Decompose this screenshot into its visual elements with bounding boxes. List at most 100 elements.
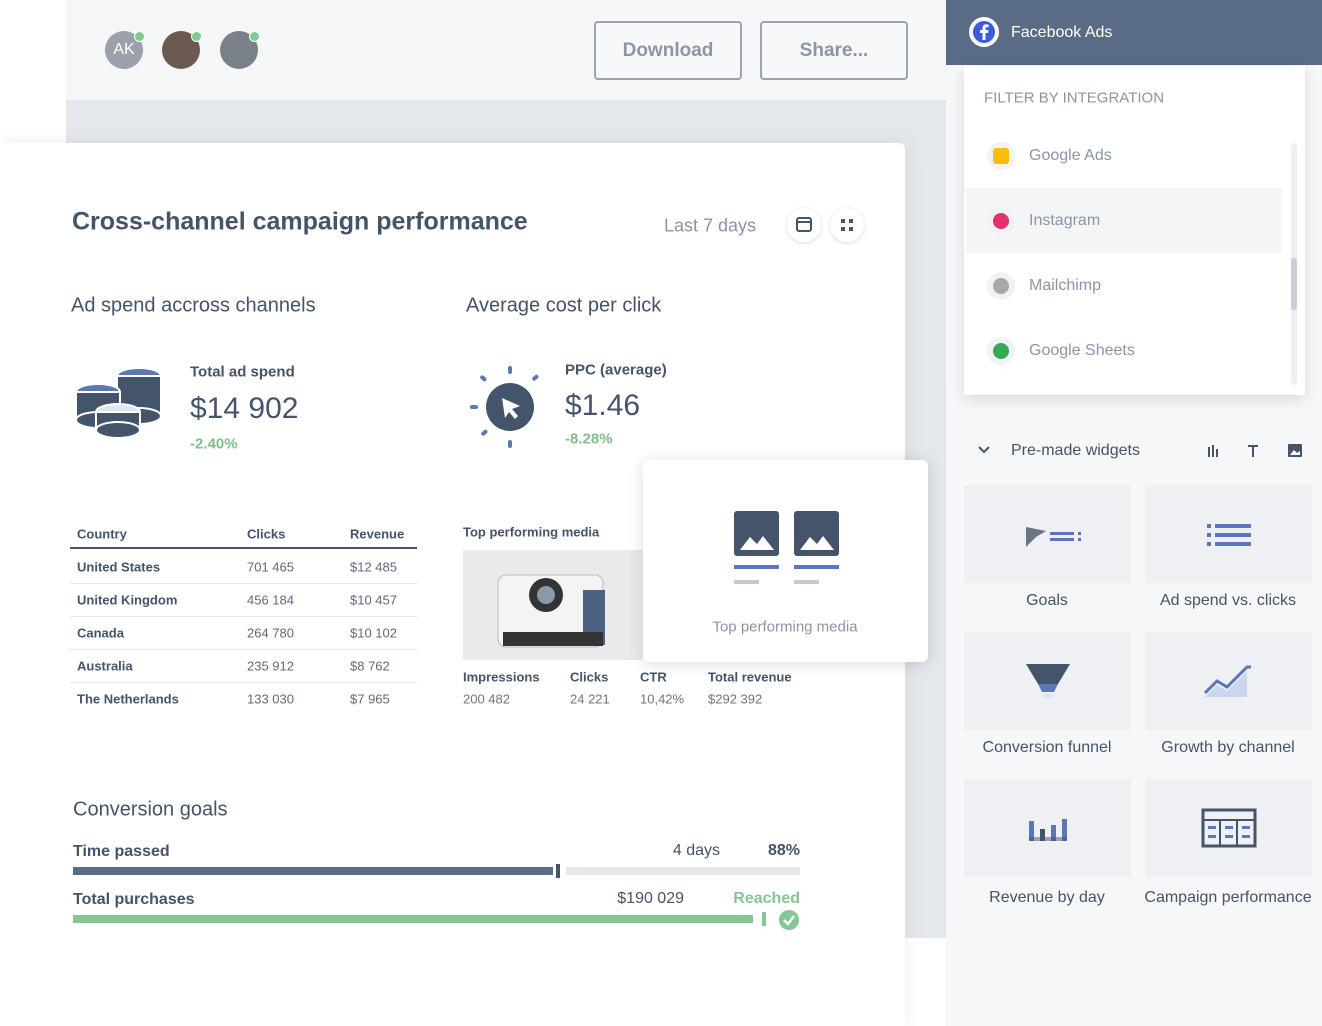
stat-value: 200 482: [463, 691, 510, 707]
report-title: Cross-channel campaign performance: [72, 207, 528, 236]
table-cell: The Netherlands: [77, 691, 179, 707]
progress-marker: [762, 912, 766, 926]
integration-name[interactable]: Google Sheets: [1029, 342, 1135, 359]
widgets-title: Pre-made widgets: [1011, 442, 1140, 459]
widget-label: Revenue by day: [989, 889, 1105, 906]
column-header: Clicks: [247, 526, 286, 542]
collapse-chevron[interactable]: [977, 443, 991, 457]
widget-icon: [1025, 527, 1081, 547]
download-button[interactable]: Download: [594, 21, 742, 80]
widget-label: Top performing media: [712, 618, 858, 636]
widget-label: Goals: [1026, 592, 1068, 609]
column-header: Country: [77, 526, 127, 542]
settings-button[interactable]: [830, 208, 864, 242]
online-dot: [191, 31, 202, 42]
widget-tile[interactable]: [1145, 632, 1312, 730]
date-range[interactable]: Last 7 days: [664, 215, 757, 236]
reached-check: [779, 910, 799, 930]
integration-name[interactable]: Google Ads: [1029, 147, 1112, 164]
widget-label: Growth by channel: [1161, 739, 1295, 756]
widget-tile[interactable]: [1145, 779, 1312, 877]
widget-tile[interactable]: [1145, 485, 1312, 583]
widget-label: Campaign performance: [1144, 889, 1312, 906]
scrollbar-thumb: [1291, 258, 1297, 310]
media-image: [463, 550, 643, 660]
row-rule: [70, 649, 417, 650]
calendar-button[interactable]: [787, 208, 821, 242]
widget-label: Conversion funnel: [982, 739, 1112, 756]
progress-bar: [73, 867, 553, 875]
widget-label: Ad spend vs. clicks: [1159, 592, 1297, 609]
goal-value: 4 days: [672, 842, 720, 859]
kpi-label: PPC (average): [565, 361, 667, 379]
icon-dot: [993, 213, 1009, 229]
row-rule: [70, 682, 417, 683]
sidebar-header[interactable]: [946, 0, 1322, 65]
table-cell: 264 780: [247, 625, 294, 641]
row-rule: [70, 583, 417, 584]
integration-name[interactable]: Instagram: [1029, 212, 1101, 229]
section-title: Ad spend accross channels: [71, 294, 316, 317]
widget-icon: [1201, 808, 1256, 848]
stat-value: $292 392: [708, 691, 763, 707]
row-rule: [70, 616, 417, 617]
kpi-change: -8.28%: [565, 430, 613, 448]
integration-icon: [987, 142, 1015, 170]
table-cell: 235 912: [247, 658, 294, 674]
goal-label: Total purchases: [73, 891, 195, 908]
icon-dot: [993, 148, 1009, 164]
facebook-icon: [969, 17, 999, 47]
kpi-change: -2.40%: [190, 435, 238, 453]
widget-icon: [1025, 664, 1070, 698]
stat-value: 24 221: [570, 691, 610, 707]
progress-bar: [73, 915, 753, 923]
table-cell: $7 965: [350, 691, 390, 707]
integration-icon: [987, 207, 1015, 235]
goal-status: 88%: [767, 842, 800, 859]
goal-value: $190 029: [617, 890, 684, 907]
table-cell: $8 762: [350, 658, 390, 674]
stat-label: CTR: [640, 669, 667, 685]
table-cell: $12 485: [350, 559, 397, 575]
widget-icon: [1203, 665, 1251, 697]
hover-row: [966, 188, 1282, 253]
share-button[interactable]: Share...: [760, 21, 908, 80]
stat-value: 10,42%: [640, 691, 685, 707]
widget-tile[interactable]: [964, 485, 1131, 583]
table-cell: United Kingdom: [77, 592, 178, 608]
integration-name[interactable]: Mailchimp: [1029, 277, 1102, 294]
widget-filters[interactable]: [1205, 443, 1305, 459]
cursor-icon: [470, 366, 539, 448]
progress-marker: [556, 864, 560, 878]
table-cell: $10 102: [350, 625, 397, 641]
goal-label: Time passed: [73, 843, 170, 860]
icon-dot: [993, 343, 1009, 359]
widget-icon: [1206, 524, 1251, 546]
integration-icon: [987, 272, 1015, 300]
kpi-label: Total ad spend: [190, 363, 295, 381]
media-title: Top performing media: [463, 524, 600, 540]
header-rule: [70, 547, 417, 549]
stat-label: Clicks: [570, 669, 609, 685]
kpi-value: $14 902: [190, 392, 299, 425]
table-cell: Australia: [77, 658, 133, 674]
section-title: Conversion goals: [73, 798, 228, 821]
section-title: Average cost per click: [466, 294, 662, 317]
table-cell: United States: [77, 559, 161, 575]
coins-icon: [75, 367, 162, 439]
table-cell: Canada: [77, 625, 124, 641]
stat-label: Total revenue: [708, 669, 792, 685]
table-cell: 456 184: [247, 592, 294, 608]
dropdown-title: FILTER BY INTEGRATION: [984, 89, 1165, 107]
table-cell: 133 030: [247, 691, 294, 707]
widget-tile[interactable]: [964, 632, 1131, 730]
online-dot: [249, 31, 260, 42]
widget-icon: [1028, 819, 1067, 841]
column-header: Revenue: [350, 526, 405, 542]
widget-tile[interactable]: [964, 779, 1131, 877]
table-cell: 701 465: [247, 559, 294, 575]
integration-icon: [987, 337, 1015, 365]
dragged-widget[interactable]: Top performing media: [643, 460, 928, 662]
icon-dot: [993, 278, 1009, 294]
